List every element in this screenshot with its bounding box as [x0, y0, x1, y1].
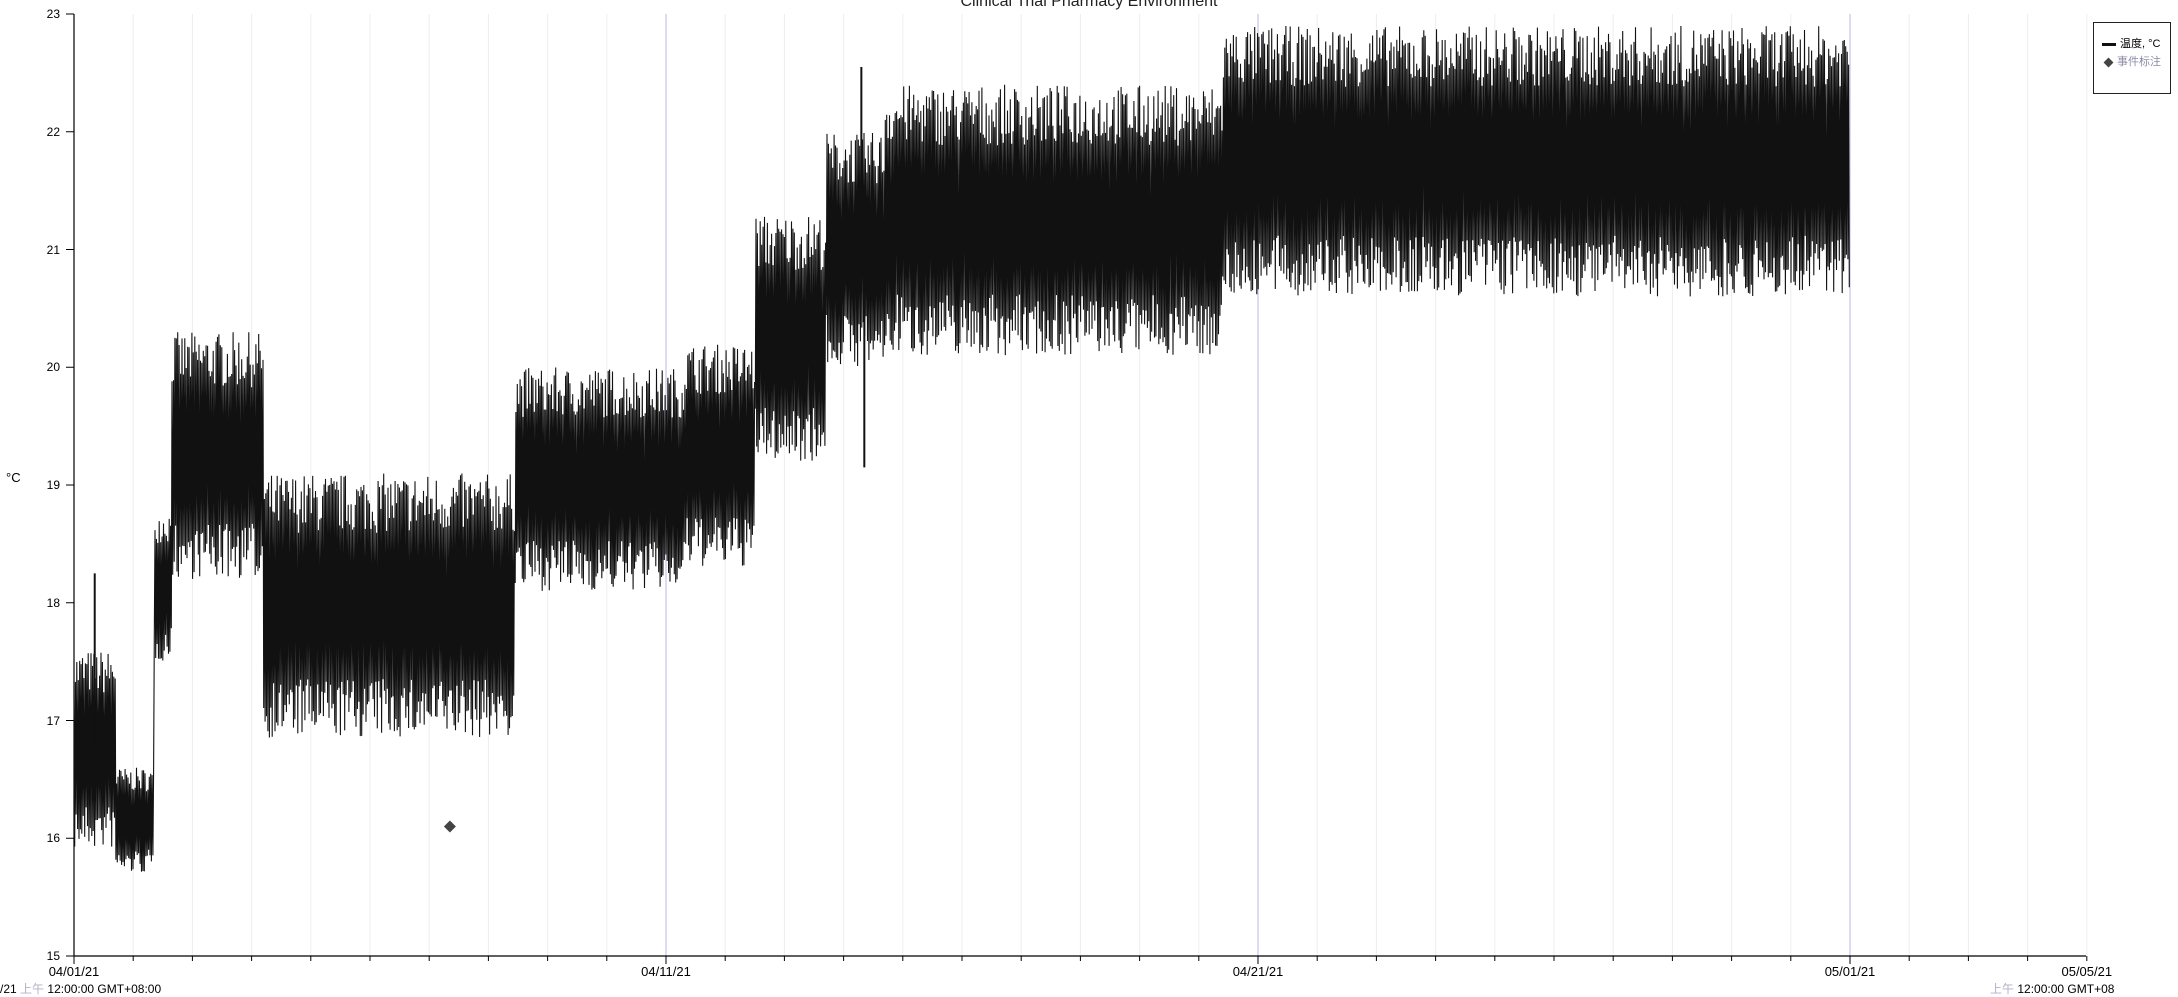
y-tick-label: 18	[46, 595, 60, 610]
x-tick-label: 04/21/21	[1232, 964, 1284, 979]
chart-title: Clinical Trial Pharmacy Environment	[960, 0, 1218, 10]
x-start-datetime: /21 上午 12:00:00 GMT+08:00	[0, 980, 161, 997]
legend-label-markers: 事件标注	[2117, 56, 2161, 68]
series-event-markers	[443, 820, 456, 833]
x-tick-label: 05/05/21	[2061, 964, 2113, 979]
y-tick-label: 19	[46, 478, 60, 492]
x-tick-label: 05/01/21	[1824, 964, 1876, 979]
x-end-datetime-right: 12:00:00 GMT+08	[2017, 982, 2115, 996]
y-axis-label: °C	[6, 470, 21, 485]
diamond-marker-icon	[2103, 57, 2114, 68]
x-end-ampm: 上午	[1990, 982, 2015, 996]
series-temperature	[73, 25, 1850, 872]
y-tick-label: 23	[46, 7, 60, 21]
y-tick-label: 20	[46, 360, 60, 375]
y-tick-label: 15	[46, 949, 60, 963]
y-tick-label: 22	[46, 124, 60, 139]
event-marker-point	[443, 820, 456, 833]
legend-entry-temperature: 温度, °C	[2102, 35, 2160, 51]
x-start-ampm: 上午	[20, 982, 45, 996]
legend-label-temperature: 温度, °C	[2120, 38, 2161, 50]
y-tick-label: 21	[46, 242, 60, 257]
line-swatch-icon	[2102, 42, 2116, 46]
x-tick-label: 04/01/21	[48, 964, 100, 979]
y-tick-label: 17	[46, 713, 60, 728]
x-start-datetime-left: /21	[0, 982, 17, 996]
temperature-trace	[73, 25, 1850, 872]
grid-lines	[132, 14, 2088, 956]
y-tick-label: 16	[46, 831, 60, 846]
legend: 温度, °C 事件标注	[2093, 22, 2171, 94]
x-end-datetime: 上午 12:00:00 GMT+08	[1990, 980, 2114, 997]
x-tick-label: 04/11/21	[641, 964, 691, 979]
legend-entry-markers: 事件标注	[2102, 53, 2161, 69]
x-start-datetime-right: 12:00:00 GMT+08:00	[47, 982, 162, 996]
